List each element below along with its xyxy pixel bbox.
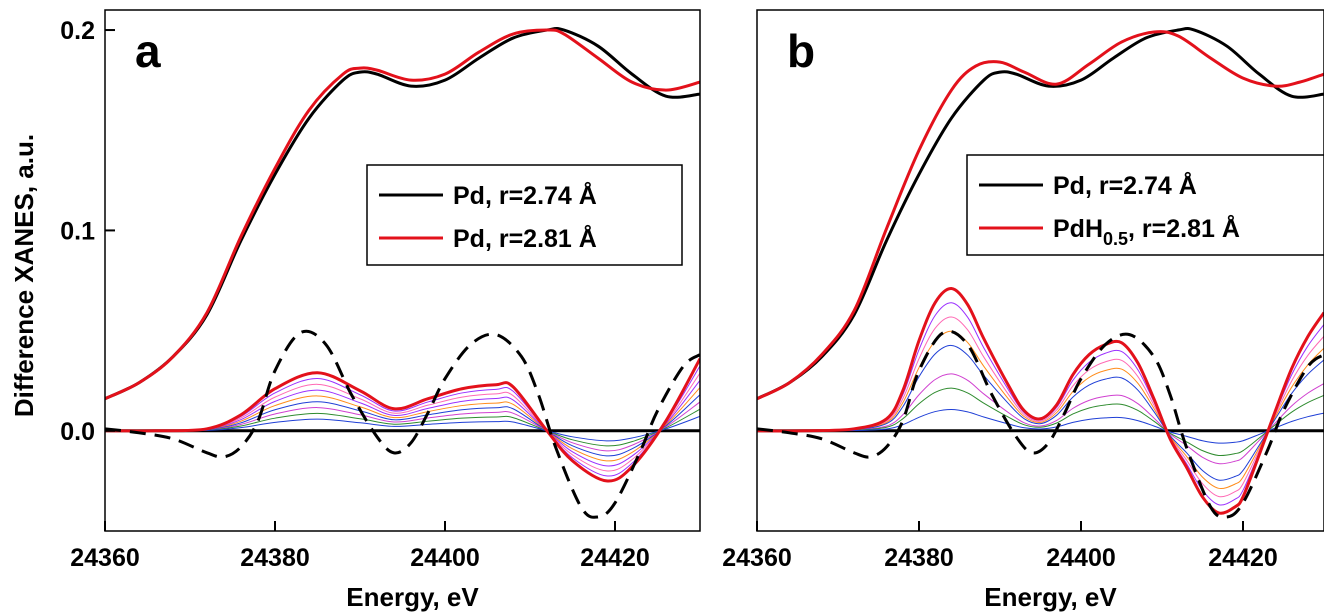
panel-b-frame xyxy=(756,9,1324,532)
panel-a-x-axis-title: Energy, eV xyxy=(346,582,479,612)
panel-b-series-5 xyxy=(757,316,1324,498)
panel-a-series-6 xyxy=(105,380,700,467)
panel-a-legend: Pd, r=2.74 Å Pd, r=2.81 Å xyxy=(366,164,683,266)
panel-b-series-8 xyxy=(757,373,1324,465)
panel-a-series-4 xyxy=(105,365,700,477)
panel-b-series-10 xyxy=(757,408,1324,444)
panel-a-x-tick-label: 24360 xyxy=(70,544,140,572)
panel-a-y-tick-label: 0.0 xyxy=(60,418,95,446)
panel-b: 24360 24380 24400 24420 Energy, eV b Pd, r=2.7… xyxy=(722,9,1324,612)
panel-a-series-2 xyxy=(105,357,700,483)
panel-b-series-4 xyxy=(757,302,1324,506)
panel-a-series-9 xyxy=(105,401,700,452)
panel-a: 24360 24380 24400 24420 0.0 0.1 0.2 Energy, eV D… xyxy=(9,9,701,612)
panel-b-series-9 xyxy=(757,387,1324,457)
panel-b-x-tick-label: 24360 xyxy=(722,544,792,572)
panel-b-panel-letter: b xyxy=(787,25,815,77)
panel-b-x-tick-label: 24380 xyxy=(884,544,954,572)
panel-a-x-tick-label: 24400 xyxy=(410,544,480,572)
panel-a-x-tick-label: 24380 xyxy=(240,544,310,572)
panel-a-series-3 xyxy=(105,329,700,519)
panel-b-legend-label-1: PdH0.5, r=2.81 Å xyxy=(1053,214,1240,249)
panel-a-series-7 xyxy=(105,387,700,462)
panel-a-legend-label-0: Pd, r=2.74 Å xyxy=(453,181,597,210)
panel-a-series-1 xyxy=(105,28,700,401)
panel-a-plot-area xyxy=(105,27,700,519)
panel-b-series-7 xyxy=(757,344,1324,481)
panel-b-series-1 xyxy=(757,30,1324,401)
panel-a-series-11 xyxy=(105,415,700,442)
panel-a-x-tick-label: 24420 xyxy=(580,544,650,572)
panel-a-series-8 xyxy=(105,394,700,457)
panel-b-legend-label-0: Pd, r=2.74 Å xyxy=(1053,171,1197,200)
panel-b-series-0 xyxy=(757,27,1324,401)
panel-a-series-10 xyxy=(105,408,700,447)
panel-b-series-2 xyxy=(757,287,1324,515)
panel-a-legend-box xyxy=(366,164,683,266)
panel-a-y-tick-label: 0.2 xyxy=(60,17,95,45)
panel-a-legend-label-1: Pd, r=2.81 Å xyxy=(453,224,597,253)
panel-b-plot-area xyxy=(757,27,1324,519)
panel-a-series-5 xyxy=(105,372,700,472)
panel-a-frame xyxy=(104,9,701,532)
panel-b-legend: Pd, r=2.74 Å PdH0.5, r=2.81 Å xyxy=(966,154,1324,256)
panel-a-y-axis-title: Difference XANES, a.u. xyxy=(9,134,39,417)
panel-b-series-3 xyxy=(757,329,1324,519)
panel-b-x-tick-label: 24420 xyxy=(1208,544,1278,572)
panel-b-legend-box xyxy=(966,154,1324,256)
panel-b-x-axis-title: Energy, eV xyxy=(984,582,1117,612)
panel-a-panel-letter: a xyxy=(135,25,161,77)
panel-a-y-tick-label: 0.1 xyxy=(60,217,95,245)
panel-b-x-tick-label: 24400 xyxy=(1046,544,1116,572)
panel-b-series-6 xyxy=(757,330,1324,490)
